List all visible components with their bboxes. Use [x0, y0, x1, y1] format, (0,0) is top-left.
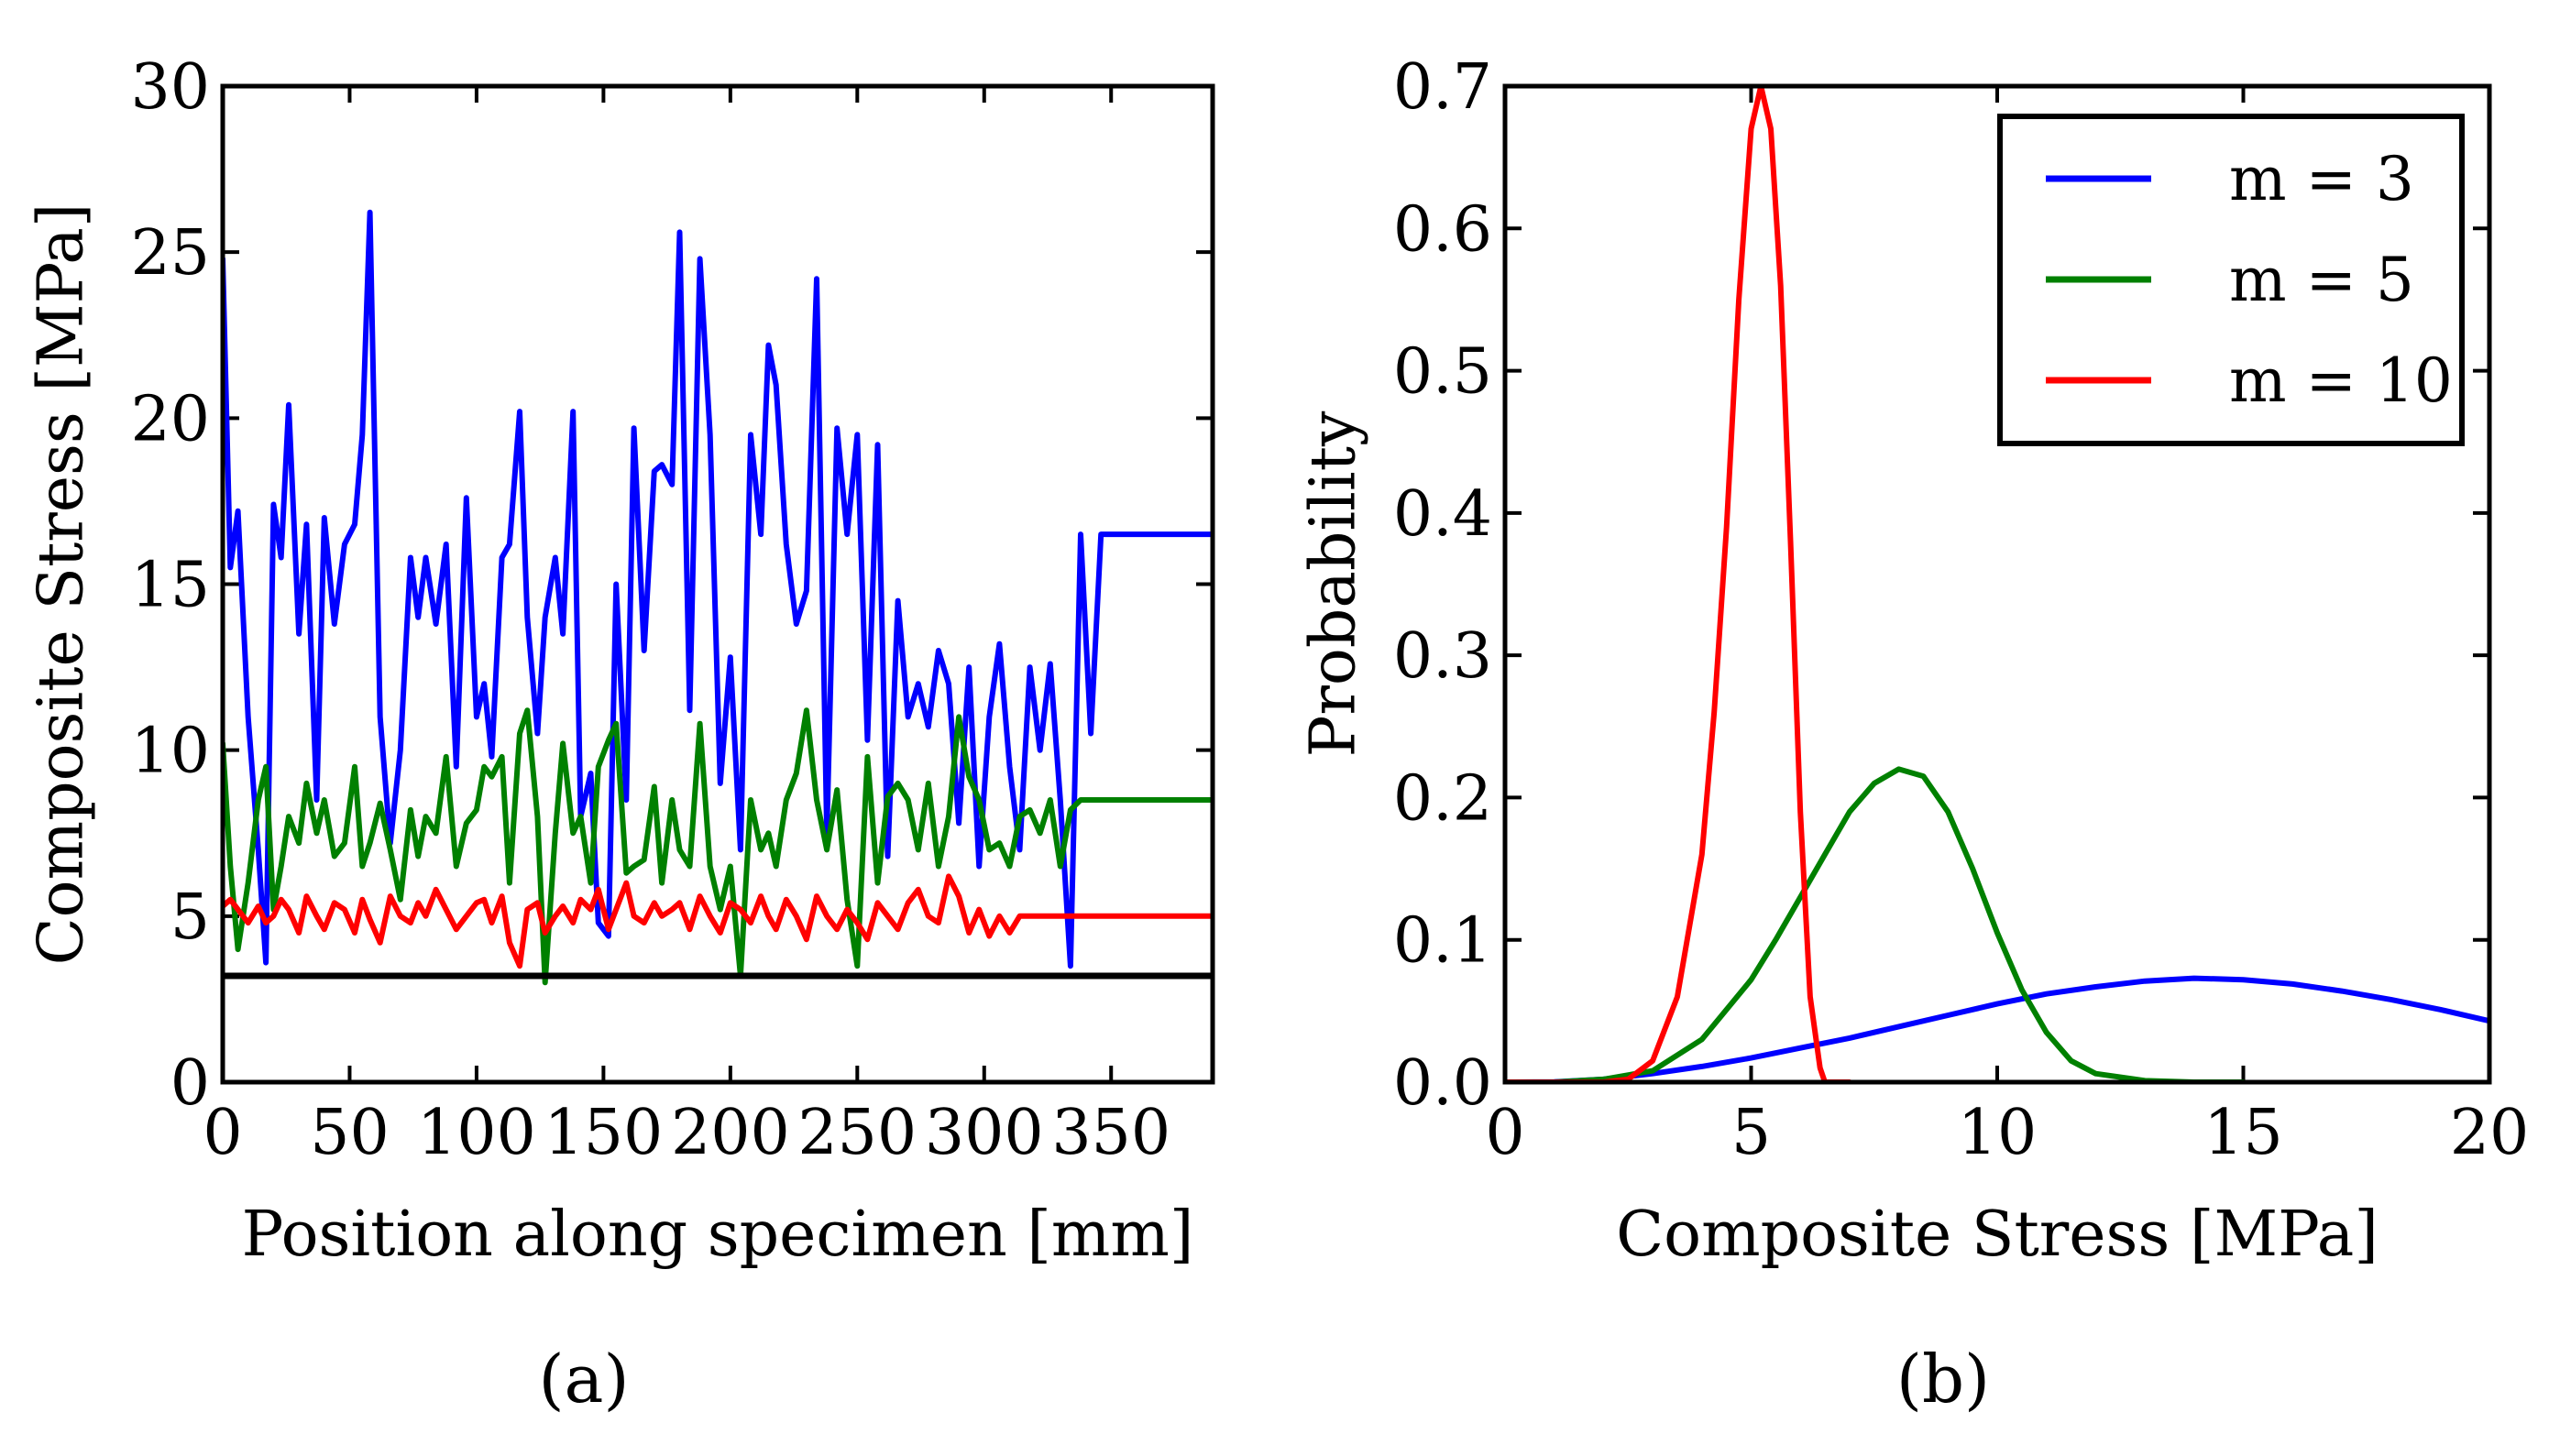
panel-b-series	[1505, 86, 2489, 1082]
panel-b-legend: m = 3 m = 5 m = 10	[1997, 114, 2465, 446]
panel-a-caption: (a)	[538, 1341, 629, 1418]
y-tick-label: 25	[130, 217, 210, 290]
y-tick-label: 0.1	[1393, 905, 1492, 978]
panel-a-y-axis-label: Composite Stress [MPa]	[26, 203, 98, 966]
y-tick-label: 15	[130, 550, 210, 622]
x-tick-label: 20	[2450, 1097, 2530, 1169]
series-line-m=3	[1505, 975, 2489, 1082]
y-tick-label: 0.4	[1393, 478, 1492, 551]
panel-b-frame	[1502, 83, 2492, 1085]
y-tick-label: 5	[170, 881, 210, 954]
x-tick-label: 250	[797, 1097, 917, 1169]
legend-entry-label: m = 10	[2229, 345, 2453, 416]
series-line-m=10	[1505, 86, 1852, 1082]
series-line-1	[223, 707, 1213, 986]
y-tick-label: 0.6	[1393, 193, 1492, 266]
panel-b-caption: (b)	[1896, 1341, 1990, 1418]
y-tick-label: 30	[130, 51, 210, 124]
x-tick-label: 0	[1485, 1097, 1524, 1169]
x-tick-label: 10	[1958, 1097, 2038, 1169]
panel-b-ticks: 0 5 10 15 20 0.0 0.1 0.2 0.3 0.4 0.5 0.6 0.7	[1393, 51, 2529, 1169]
x-tick-label: 15	[2203, 1097, 2283, 1169]
panel-a: 0 50 100 150 200 250 300 350 0 5 10 15 20 25 30 Positi…	[26, 51, 1215, 1418]
y-tick-label: 10	[130, 716, 210, 788]
legend-entry-label: m = 5	[2229, 245, 2414, 315]
panel-a-series	[223, 209, 1213, 986]
series-line-2	[223, 873, 1213, 969]
x-tick-label: 200	[671, 1097, 790, 1169]
x-tick-label: 300	[925, 1097, 1044, 1169]
legend-entry-label: m = 3	[2229, 144, 2414, 214]
y-tick-label: 0	[170, 1047, 210, 1120]
y-tick-label: 0.7	[1393, 51, 1492, 124]
x-tick-label: 0	[203, 1097, 242, 1169]
series-line-0	[223, 209, 1213, 969]
x-tick-label: 100	[417, 1097, 536, 1169]
panel-a-x-axis-label: Position along specimen [mm]	[242, 1199, 1194, 1271]
panel-a-frame	[220, 83, 1215, 1085]
y-tick-label: 0.5	[1393, 336, 1492, 409]
x-tick-label: 150	[544, 1097, 663, 1169]
panel-b-x-axis-label: Composite Stress [MPa]	[1616, 1199, 2379, 1271]
y-tick-label: 0.0	[1393, 1047, 1492, 1120]
y-tick-label: 20	[130, 383, 210, 455]
y-tick-label: 0.3	[1393, 620, 1492, 693]
series-line-m=5	[1505, 766, 2247, 1082]
panel-b: 0 5 10 15 20 0.0 0.1 0.2 0.3 0.4 0.5 0.6 0.7 Composi…	[1298, 51, 2530, 1418]
x-tick-label: 350	[1051, 1097, 1170, 1169]
y-tick-label: 0.2	[1393, 762, 1492, 835]
panel-b-y-axis-label: Probability	[1298, 411, 1370, 757]
x-tick-label: 50	[310, 1097, 390, 1169]
panel-a-ticks: 0 50 100 150 200 250 300 350 0 5 10 15 20 25 30	[130, 51, 1213, 1169]
x-tick-label: 5	[1731, 1097, 1771, 1169]
